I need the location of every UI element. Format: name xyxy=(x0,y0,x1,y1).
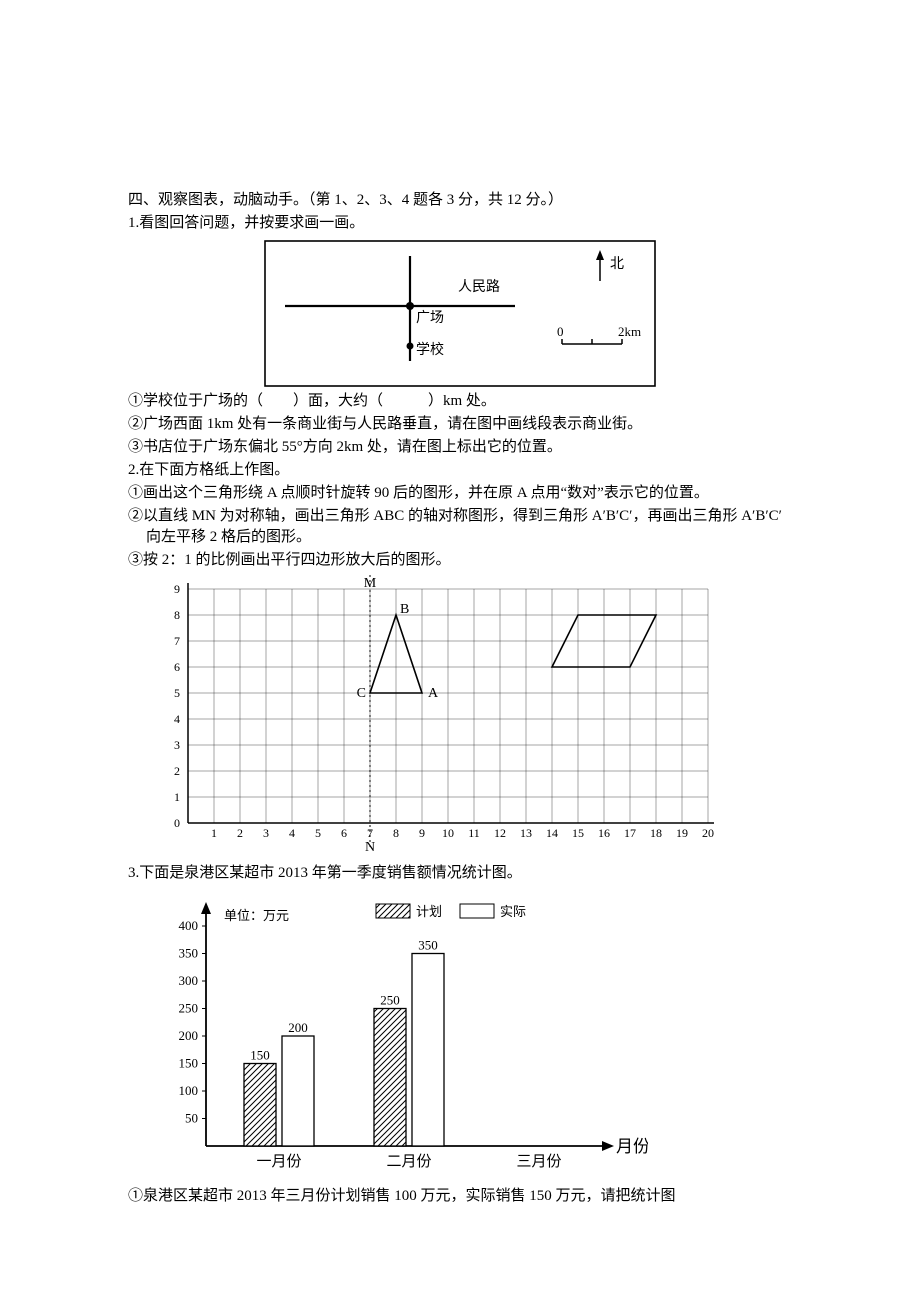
q1-intro: 1.看图回答问题，并按要求画一画。 xyxy=(128,213,792,234)
svg-text:200: 200 xyxy=(179,1028,199,1043)
svg-text:18: 18 xyxy=(650,826,662,840)
q3-sub1: ①泉港区某超市 2013 年三月份计划销售 100 万元，实际销售 150 万元… xyxy=(128,1186,792,1207)
svg-text:13: 13 xyxy=(520,826,532,840)
svg-text:二月份: 二月份 xyxy=(386,1153,431,1170)
svg-text:2: 2 xyxy=(237,826,243,840)
svg-text:9: 9 xyxy=(174,582,180,596)
q2-sub2: ②以直线 MN 为对称轴，画出三角形 ABC 的轴对称图形，得到三角形 A′B′… xyxy=(128,506,792,548)
svg-text:150: 150 xyxy=(250,1048,270,1063)
svg-text:17: 17 xyxy=(624,826,636,840)
svg-text:4: 4 xyxy=(174,712,180,726)
svg-text:7: 7 xyxy=(367,826,373,840)
q1-road-label: 人民路 xyxy=(458,279,500,295)
q3-intro: 3.下面是泉港区某超市 2013 年第一季度销售额情况统计图。 xyxy=(128,863,792,884)
svg-text:11: 11 xyxy=(468,826,480,840)
svg-text:15: 15 xyxy=(572,826,584,840)
svg-text:5: 5 xyxy=(315,826,321,840)
svg-text:350: 350 xyxy=(179,946,199,961)
q2-grid-svg: 1234567891011121314151617181920012345678… xyxy=(128,573,748,863)
q3-chart-container: 50 100 150 200 250 300 350 400 单位：万元 计划 实际 150 200 一月… xyxy=(128,886,792,1186)
q1-sub2: ②广场西面 1km 处有一条商业街与人民路垂直，请在图中画线段表示商业街。 xyxy=(128,414,792,435)
svg-text:19: 19 xyxy=(676,826,688,840)
svg-text:月份: 月份 xyxy=(616,1137,648,1156)
svg-text:5: 5 xyxy=(174,686,180,700)
svg-text:300: 300 xyxy=(179,973,199,988)
svg-text:三月份: 三月份 xyxy=(516,1153,561,1170)
svg-text:20: 20 xyxy=(702,826,714,840)
q2-intro: 2.在下面方格纸上作图。 xyxy=(128,460,792,481)
q1-plaza-label: 广场 xyxy=(416,310,444,326)
q2-grid-container: 1234567891011121314151617181920012345678… xyxy=(128,573,792,863)
svg-text:100: 100 xyxy=(179,1083,199,1098)
svg-text:250: 250 xyxy=(179,1001,199,1016)
q1-sub1: ①学校位于广场的（ ）面，大约（ ）km 处。 xyxy=(128,391,792,412)
svg-text:1: 1 xyxy=(174,790,180,804)
svg-text:150: 150 xyxy=(179,1056,199,1071)
svg-text:3: 3 xyxy=(263,826,269,840)
north-label: 北 xyxy=(610,256,624,272)
svg-text:16: 16 xyxy=(598,826,610,840)
q1-sub3: ③书店位于广场东偏北 55°方向 2km 处，请在图上标出它的位置。 xyxy=(128,437,792,458)
q1-school-label: 学校 xyxy=(416,341,444,358)
svg-text:350: 350 xyxy=(418,938,438,953)
svg-text:2: 2 xyxy=(174,764,180,778)
svg-text:9: 9 xyxy=(419,826,425,840)
q2-sub3: ③按 2：1 的比例画出平行四边形放大后的图形。 xyxy=(128,550,792,571)
svg-text:计划: 计划 xyxy=(416,904,442,919)
svg-text:一月份: 一月份 xyxy=(256,1153,301,1170)
svg-text:3: 3 xyxy=(174,738,180,752)
q1-school-dot xyxy=(407,343,414,350)
svg-text:7: 7 xyxy=(174,634,180,648)
q3-chart-svg: 50 100 150 200 250 300 350 400 单位：万元 计划 实际 150 200 一月… xyxy=(128,886,648,1186)
svg-text:6: 6 xyxy=(341,826,347,840)
svg-text:M: M xyxy=(364,576,377,591)
svg-text:0: 0 xyxy=(174,816,180,830)
svg-text:12: 12 xyxy=(494,826,506,840)
scale-2: 2km xyxy=(618,324,641,339)
svg-text:4: 4 xyxy=(289,826,295,840)
q1-map-frame xyxy=(265,241,655,386)
svg-text:A: A xyxy=(428,686,439,701)
svg-text:50: 50 xyxy=(185,1111,198,1126)
svg-text:8: 8 xyxy=(174,608,180,622)
svg-text:8: 8 xyxy=(393,826,399,840)
svg-text:实际: 实际 xyxy=(500,904,526,919)
svg-text:14: 14 xyxy=(546,826,558,840)
svg-text:400: 400 xyxy=(179,918,199,933)
svg-text:10: 10 xyxy=(442,826,454,840)
svg-text:C: C xyxy=(357,686,366,701)
svg-text:单位：万元: 单位：万元 xyxy=(224,908,289,923)
scale-0: 0 xyxy=(557,324,564,339)
section-title: 四、观察图表，动脑动手。（第 1、2、3、4 题各 3 分，共 12 分。） xyxy=(128,190,792,211)
svg-text:B: B xyxy=(400,602,409,617)
q1-map-container: 人民路 广场 学校 北 0 2km xyxy=(128,236,792,391)
svg-text:1: 1 xyxy=(211,826,217,840)
svg-text:250: 250 xyxy=(380,993,400,1008)
q1-plaza-dot xyxy=(406,302,414,310)
svg-text:200: 200 xyxy=(288,1020,308,1035)
svg-text:6: 6 xyxy=(174,660,180,674)
q2-sub1: ①画出这个三角形绕 A 点顺时针旋转 90 后的图形，并在原 A 点用“数对”表… xyxy=(128,483,792,504)
svg-text:N: N xyxy=(365,840,375,855)
north-arrow-head xyxy=(596,250,604,260)
q1-map-svg: 人民路 广场 学校 北 0 2km xyxy=(260,236,660,391)
